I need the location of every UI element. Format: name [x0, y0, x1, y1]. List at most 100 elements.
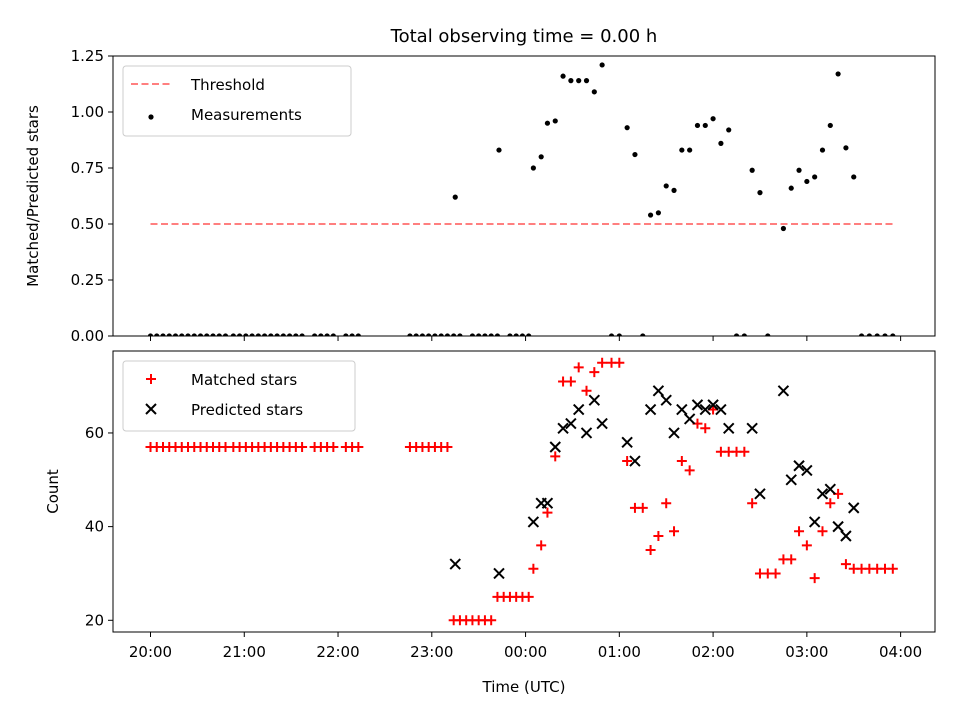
matched-star-point	[637, 502, 648, 513]
measurement-point	[191, 333, 197, 336]
matched-star-point	[297, 442, 308, 453]
predicted-star-point	[644, 403, 657, 416]
measurement-point	[299, 333, 305, 336]
matched-star-point	[887, 563, 898, 574]
measurement-point	[286, 333, 293, 336]
measurement-point	[538, 154, 544, 160]
measurement-point	[583, 78, 590, 84]
predicted-star-point	[629, 455, 641, 467]
y-tick-label: 20	[85, 611, 104, 629]
panel-2: 20 40 60 20:00 21:00 22:00 23:00 00:00 01:00 02:0…	[85, 350, 936, 661]
matched-star-point	[353, 442, 364, 453]
matched-star-point	[809, 573, 820, 584]
measurement-point	[576, 78, 582, 84]
measurement-point	[496, 147, 502, 153]
measurement-point	[249, 333, 255, 336]
measurement-point	[426, 333, 432, 336]
measurement-point	[568, 78, 574, 84]
measurement-point	[710, 116, 716, 122]
plot-area: 0.00 0.25 0.50 0.75 1.00 1.25 Threshold Measure…	[71, 47, 936, 661]
measurement-point	[640, 333, 646, 336]
measurement-point	[419, 333, 426, 336]
measurement-point	[438, 333, 444, 336]
measurement-point	[655, 210, 661, 216]
predicted-star-point	[832, 520, 844, 533]
measurement-point	[835, 71, 841, 77]
measurement-point	[694, 122, 701, 129]
y-tick-label: 1.25	[71, 47, 104, 65]
series-predicted-stars	[449, 385, 860, 580]
matched-star-point	[589, 367, 600, 378]
matched-star-point	[801, 540, 812, 551]
measurement-point	[222, 333, 229, 336]
measurement-point	[482, 333, 488, 336]
axes-frame	[112, 350, 936, 633]
matched-star-point	[581, 385, 592, 396]
measurement-point	[255, 333, 261, 336]
measurement-point	[488, 333, 494, 336]
measurement-point	[230, 333, 236, 336]
measurement-point	[526, 333, 532, 336]
matched-star-point	[528, 563, 539, 574]
measurement-point	[243, 333, 249, 336]
measurement-point	[476, 333, 482, 336]
measurement-point	[663, 183, 669, 189]
measurement-point	[608, 333, 615, 336]
measurement-point	[210, 333, 216, 336]
measurement-point	[599, 62, 605, 68]
measurement-point	[280, 333, 286, 336]
measurement-point	[796, 167, 802, 173]
measurement-point	[469, 333, 476, 336]
measurement-point	[851, 174, 857, 180]
measurement-point	[765, 333, 771, 336]
predicted-star-point	[715, 403, 727, 416]
legend-matched-swatch	[146, 374, 156, 384]
predicted-star-point	[816, 488, 829, 500]
measurement-point	[741, 333, 747, 336]
legend-measurement-swatch	[148, 114, 154, 120]
predicted-star-point	[824, 483, 837, 495]
matched-star-point	[328, 442, 339, 453]
measurement-point	[749, 167, 755, 173]
chart-title: Total observing time = 0.00 h	[390, 26, 658, 47]
legend-label: Measurements	[191, 106, 302, 124]
measurement-point	[204, 333, 210, 336]
measurement-point	[890, 333, 896, 336]
legend: Threshold Measurements	[122, 65, 352, 137]
predicted-star-point	[572, 403, 585, 416]
predicted-star-point	[621, 436, 633, 449]
y-tick-label: 0.50	[71, 215, 104, 233]
matched-star-point	[565, 376, 576, 387]
matched-star-point	[825, 498, 836, 509]
measurement-point	[866, 333, 872, 336]
measurement-point	[274, 333, 280, 336]
matched-star-point	[645, 545, 656, 556]
matched-star-point	[661, 498, 672, 509]
predicted-star-point	[557, 422, 569, 434]
y-tick-label: 60	[85, 424, 104, 442]
predicted-star-point	[691, 399, 704, 411]
matched-star-point	[442, 442, 453, 453]
measurement-point	[457, 333, 463, 336]
matched-star-point	[676, 456, 687, 467]
predicted-star-point	[848, 502, 860, 514]
matched-star-point	[653, 530, 664, 541]
x-tick-label: 01:00	[598, 643, 641, 661]
legend-label: Matched stars	[191, 371, 297, 389]
matched-star-point	[669, 526, 680, 537]
measurement-point	[349, 333, 355, 336]
measurement-point	[757, 190, 763, 196]
measurement-point	[166, 333, 172, 336]
measurement-point	[318, 333, 324, 336]
measurement-point	[560, 73, 566, 79]
measurement-point	[858, 333, 865, 336]
predicted-star-point	[541, 497, 554, 509]
y-tick-label: 1.00	[71, 103, 104, 121]
x-tick-label: 22:00	[316, 643, 359, 661]
measurement-point	[519, 333, 526, 336]
matched-star-point	[739, 446, 750, 457]
measurement-point	[507, 333, 513, 336]
matched-star-point	[550, 451, 561, 462]
measurement-point	[444, 333, 451, 336]
predicted-star-point	[588, 394, 601, 406]
